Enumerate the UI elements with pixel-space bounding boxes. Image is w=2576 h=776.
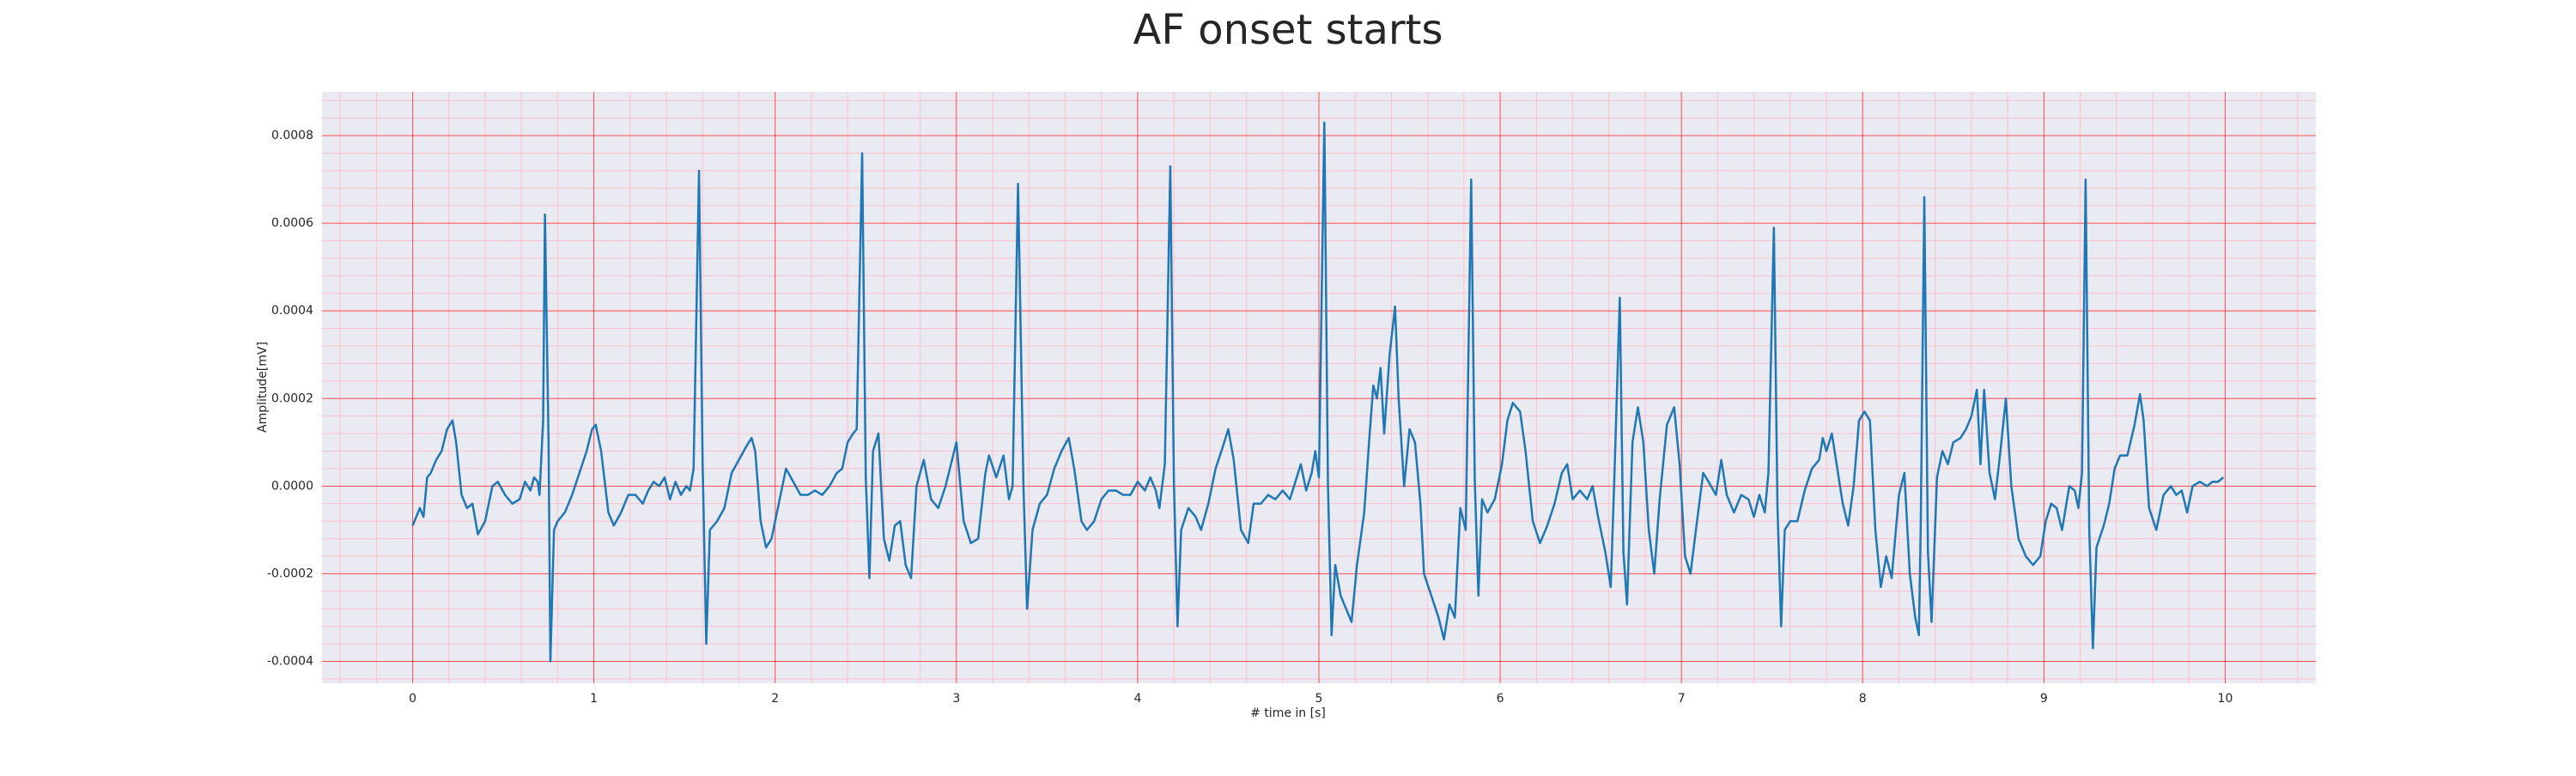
x-tick-label: 4 [1133,692,1141,706]
x-tick-label: 2 [771,692,779,706]
x-tick-label: 10 [2218,692,2233,706]
x-tick-label: 3 [952,692,960,706]
data-line [411,121,2225,663]
y-tick-label: 0.0002 [271,391,313,405]
y-tick-label: 0.0004 [271,304,313,318]
x-tick-label: 7 [1678,692,1686,706]
x-tick-label: 0 [409,692,416,706]
y-axis-label: Amplitude[mV] [256,342,270,433]
chart-title: AF onset starts [1133,6,1443,54]
x-tick-label: 1 [590,692,598,706]
x-tick-label: 6 [1497,692,1504,706]
y-tick-label: 0.0006 [271,216,313,230]
y-tick-label: 0.0008 [271,129,313,142]
x-tick-label: 8 [1859,692,1867,706]
y-tick-label: -0.0002 [267,567,313,580]
y-tick-label: -0.0004 [267,654,313,668]
x-axis-label: # time in [s] [1250,706,1326,720]
y-tick-label: 0.0000 [271,479,313,493]
x-tick-label: 9 [2040,692,2048,706]
x-tick-label: 5 [1315,692,1323,706]
